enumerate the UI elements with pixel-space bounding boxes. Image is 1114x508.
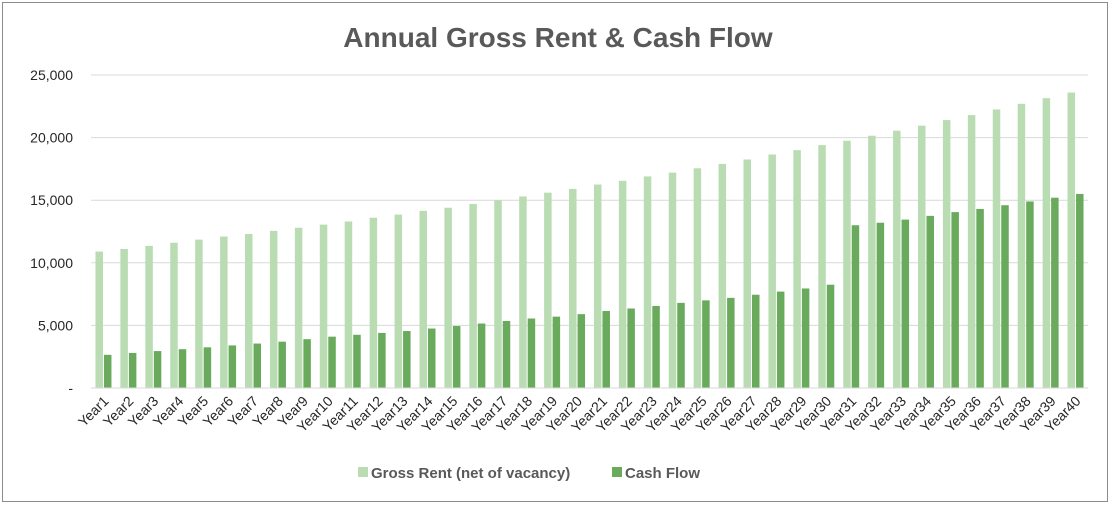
bar-gross-rent (519, 196, 527, 388)
bar-gross-rent (195, 239, 203, 388)
bar-gross-rent (718, 163, 727, 388)
bar-cash-flow (278, 341, 286, 388)
bar-gross-rent (992, 109, 1001, 389)
bar-cash-flow (477, 323, 486, 388)
bar-cash-flow (502, 321, 511, 388)
y-tick-label: - (68, 380, 73, 396)
bar-gross-rent (170, 242, 178, 388)
bar-cash-flow (552, 316, 561, 388)
bar-gross-rent (1017, 103, 1026, 389)
bar-cash-flow (951, 212, 959, 388)
bar-cash-flow (727, 297, 735, 388)
bar-cash-flow (403, 331, 411, 388)
bar-gross-rent (942, 120, 951, 389)
bar-cash-flow (627, 308, 635, 388)
bar-cash-flow (826, 284, 835, 388)
x-axis-ticks: Year1Year2Year3Year4Year5Year6Year7Year8… (75, 393, 1084, 435)
bar-gross-rent (444, 207, 452, 388)
chart-frame: Annual Gross Rent & Cash Flow - 5,000 10,0… (2, 2, 1108, 502)
bar-cash-flow (602, 311, 610, 388)
bar-cash-flow (228, 345, 237, 388)
bar-cash-flow (752, 294, 760, 388)
bar-cash-flow (801, 288, 810, 388)
bar-gross-rent (394, 214, 403, 388)
bar-cash-flow (452, 326, 461, 388)
bar-cash-flow (103, 354, 112, 388)
bar-cash-flow (128, 352, 137, 388)
bar-gross-rent (743, 159, 752, 388)
bar-cash-flow (901, 219, 910, 388)
bar-cash-flow (527, 318, 536, 388)
bar-cash-flow (677, 302, 685, 388)
bar-gross-rent (344, 221, 353, 388)
bar-gross-rent (593, 184, 602, 388)
bars (95, 92, 1084, 389)
bar-gross-rent (1042, 98, 1051, 389)
bar-gross-rent (245, 234, 253, 388)
bar-gross-rent (469, 203, 477, 388)
bar-gross-rent (843, 140, 851, 388)
bar-gross-rent (120, 249, 128, 388)
bar-gross-rent (220, 236, 228, 388)
bar-gross-rent (145, 245, 153, 388)
legend-swatch-cash-flow (612, 467, 622, 477)
bar-cash-flow (876, 222, 885, 388)
legend-label-gross-rent: Gross Rent (net of vacancy) (371, 465, 570, 482)
bar-gross-rent (967, 115, 976, 389)
bar-gross-rent (693, 168, 702, 388)
chart-svg: Annual Gross Rent & Cash Flow - 5,000 10,0… (30, 22, 1088, 482)
bar-cash-flow (253, 343, 262, 388)
bar-gross-rent (269, 230, 278, 388)
y-tick-label: 10,000 (30, 255, 73, 271)
bar-gross-rent (294, 227, 303, 388)
bar-gross-rent (917, 125, 926, 389)
bar-cash-flow (926, 215, 934, 388)
bar-gross-rent (95, 251, 103, 388)
bar-gross-rent (768, 154, 776, 388)
bar-cash-flow (178, 349, 187, 388)
bar-gross-rent (369, 217, 378, 388)
y-axis-ticks: - 5,000 10,000 15,000 20,000 25,000 (30, 67, 73, 396)
bar-cash-flow (702, 300, 710, 388)
bar-cash-flow (427, 328, 436, 388)
bar-cash-flow (776, 291, 785, 388)
bar-cash-flow (378, 332, 386, 388)
bar-cash-flow (328, 336, 336, 388)
bar-gross-rent (868, 135, 876, 388)
gridlines (91, 74, 1088, 326)
bar-gross-rent (793, 150, 801, 388)
bar-gross-rent (643, 176, 652, 388)
bar-cash-flow (1026, 201, 1034, 388)
bar-gross-rent (893, 130, 901, 388)
bar-cash-flow (577, 314, 586, 388)
bar-cash-flow (203, 347, 212, 388)
bar-gross-rent (618, 180, 627, 388)
bar-cash-flow (1076, 193, 1084, 388)
bar-gross-rent (544, 192, 552, 388)
bar-cash-flow (851, 225, 860, 388)
y-tick-label: 20,000 (30, 130, 73, 146)
bar-gross-rent (1067, 92, 1076, 388)
bar-gross-rent (419, 210, 427, 388)
bar-cash-flow (976, 208, 984, 388)
bar-gross-rent (569, 188, 577, 388)
y-tick-label: 25,000 (30, 67, 73, 83)
bar-gross-rent (668, 172, 677, 388)
y-tick-label: 15,000 (30, 192, 73, 208)
bar-gross-rent (319, 224, 328, 388)
bar-gross-rent (494, 200, 502, 388)
legend: Gross Rent (net of vacancy) Cash Flow (358, 465, 700, 482)
bar-cash-flow (1051, 197, 1059, 388)
y-tick-label: 5,000 (38, 317, 73, 333)
legend-label-cash-flow: Cash Flow (625, 465, 700, 482)
bar-cash-flow (153, 351, 162, 388)
bar-cash-flow (1001, 205, 1009, 388)
chart-title: Annual Gross Rent & Cash Flow (343, 22, 773, 53)
bar-cash-flow (303, 339, 311, 388)
bar-cash-flow (353, 334, 361, 388)
bar-cash-flow (652, 305, 660, 388)
legend-swatch-gross-rent (358, 467, 368, 477)
bar-gross-rent (818, 145, 826, 388)
